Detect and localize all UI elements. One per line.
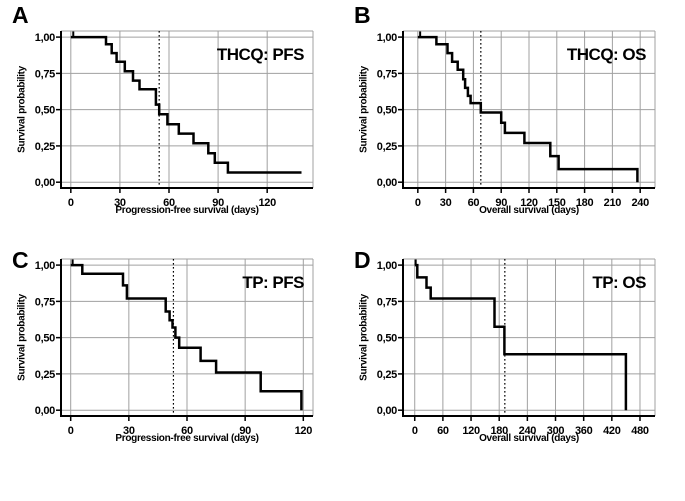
panel-title-a: THCQ: PFS [216, 45, 305, 64]
y-axis-label-b: Survival probability [358, 66, 370, 153]
y-tick-label: 0,50 [35, 333, 55, 345]
km-chart-d: 0 60 120 180 240 300 360 420 480 0,00 0,25 0,50 0,75… [342, 228, 685, 478]
x-tick-label: 210 [604, 197, 622, 209]
x-tick-label: 30 [123, 425, 135, 437]
y-tick-label: 0,00 [377, 177, 397, 189]
survival-step-curve [414, 263, 628, 411]
panel-letter-a: A [12, 2, 29, 28]
y-tick-label: 0,00 [35, 405, 55, 417]
x-tick-label: 360 [575, 425, 593, 437]
y-axis-label-c: Survival probability [16, 294, 28, 381]
x-tick-label: 0 [68, 197, 74, 209]
panel-d: D 0 60 120 180 240 300 360 420 480 0,00 0,25 0,50 0,… [342, 245, 685, 495]
x-tick-label: 150 [548, 197, 566, 209]
x-tick-label: 120 [295, 425, 313, 437]
x-tick-label: 180 [576, 197, 594, 209]
x-tick-label: 240 [631, 197, 649, 209]
x-axis-label-c: Progression-free survival (days) [115, 433, 259, 444]
survival-step-curve [417, 35, 639, 183]
panel-title-c: TP: PFS [242, 273, 304, 292]
y-tick-label: 0,75 [377, 296, 397, 308]
survival-step-curve [70, 263, 303, 411]
panel-letter-c: C [12, 247, 29, 273]
x-tick-label: 120 [258, 197, 276, 209]
km-chart-b: 0 30 60 90 120 150 180 210 240 0,00 0,25 0,50 0,75 1,… [342, 0, 685, 250]
x-tick-label: 180 [490, 425, 508, 437]
km-plot-d: 0 60 120 180 240 300 360 420 480 0,00 0,25 0,50 0,75… [377, 258, 656, 437]
x-tick-label: 0 [415, 197, 421, 209]
x-tick-label: 420 [603, 425, 621, 437]
y-tick-label: 0,00 [377, 405, 397, 417]
km-chart-a: 0 30 60 90 120 0,00 0,25 0,50 0,75 1,00 THCQ: PFS… [0, 0, 343, 250]
y-tick-label: 1,00 [35, 260, 55, 272]
y-tick-label: 1,00 [377, 32, 397, 44]
x-tick-label: 0 [412, 425, 418, 437]
y-tick-label: 0,75 [35, 68, 55, 80]
x-tick-label: 120 [520, 197, 538, 209]
x-tick-label: 0 [68, 425, 74, 437]
x-axis-label-a: Progression-free survival (days) [115, 205, 259, 216]
km-plot-a: 0 30 60 90 120 0,00 0,25 0,50 0,75 1,00 [35, 30, 314, 209]
y-tick-label: 0,50 [377, 105, 397, 117]
x-tick-label: 90 [239, 425, 251, 437]
y-tick-label: 0,25 [377, 141, 397, 153]
km-plot-c: 0 30 60 90 120 0,00 0,25 0,50 0,75 1,00 [35, 258, 314, 437]
survival-step-curve [70, 35, 302, 174]
x-tick-label: 480 [631, 425, 649, 437]
y-axis-label-d: Survival probability [358, 294, 370, 381]
km-chart-c: 0 30 60 90 120 0,00 0,25 0,50 0,75 1,00 TP: PFS P… [0, 228, 343, 478]
x-tick-label: 30 [114, 197, 126, 209]
y-tick-label: 0,75 [377, 68, 397, 80]
x-tick-label: 300 [547, 425, 565, 437]
x-tick-label: 120 [462, 425, 480, 437]
x-tick-label: 240 [519, 425, 537, 437]
x-tick-label: 90 [212, 197, 224, 209]
y-axis-label-a: Survival probability [16, 66, 28, 153]
x-axis-label-d: Overall survival (days) [479, 433, 579, 444]
y-tick-label: 0,50 [35, 105, 55, 117]
panel-b: B 0 30 60 90 120 150 180 210 240 0,00 0,25 0,50 0,75… [342, 0, 685, 250]
x-tick-label: 60 [163, 197, 175, 209]
panel-a: A 0 30 60 90 120 0,00 0,25 0,50 0,75 1,00 THCQ: P… [0, 0, 343, 250]
y-tick-label: 0,25 [35, 369, 55, 381]
y-tick-label: 1,00 [35, 32, 55, 44]
y-tick-label: 0,25 [35, 141, 55, 153]
x-axis-label-b: Overall survival (days) [479, 205, 579, 216]
panel-title-d: TP: OS [592, 273, 646, 292]
panel-c: C 0 30 60 90 120 0,00 0,25 0,50 0,75 1,00 TP: PFS… [0, 245, 343, 495]
panel-letter-d: D [354, 247, 371, 273]
x-tick-label: 60 [437, 425, 449, 437]
y-tick-label: 0,25 [377, 369, 397, 381]
y-tick-label: 0,00 [35, 177, 55, 189]
x-tick-label: 90 [495, 197, 507, 209]
km-plot-b: 0 30 60 90 120 150 180 210 240 0,00 0,25 0,50 0,75 1,… [377, 30, 656, 209]
panel-letter-b: B [354, 2, 371, 28]
y-tick-label: 0,50 [377, 333, 397, 345]
y-tick-label: 0,75 [35, 296, 55, 308]
x-tick-label: 30 [440, 197, 452, 209]
panel-title-b: THCQ: OS [566, 45, 647, 64]
x-tick-label: 60 [468, 197, 480, 209]
y-tick-label: 1,00 [377, 260, 397, 272]
x-tick-label: 60 [181, 425, 193, 437]
